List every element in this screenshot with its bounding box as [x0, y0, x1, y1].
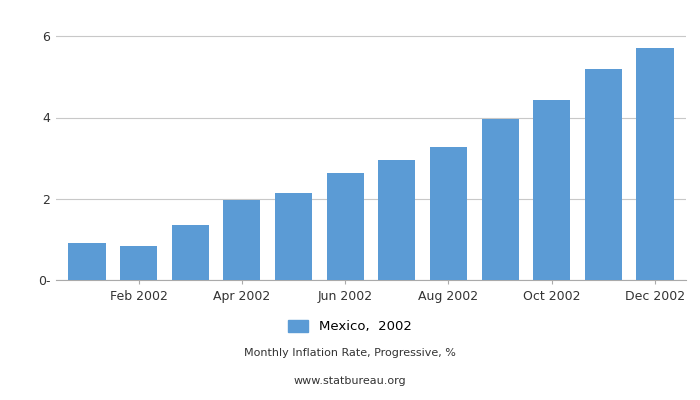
Bar — [584, 69, 622, 280]
Text: www.statbureau.org: www.statbureau.org — [294, 376, 406, 386]
Bar — [533, 100, 570, 280]
Bar — [636, 48, 673, 280]
Bar — [430, 147, 467, 280]
Bar — [69, 244, 106, 280]
Bar — [378, 160, 415, 280]
Bar — [172, 225, 209, 280]
Bar — [482, 119, 519, 280]
Bar — [120, 246, 158, 280]
Bar — [223, 200, 260, 280]
Bar — [275, 193, 312, 280]
Text: Monthly Inflation Rate, Progressive, %: Monthly Inflation Rate, Progressive, % — [244, 348, 456, 358]
Legend: Mexico,  2002: Mexico, 2002 — [283, 314, 417, 338]
Bar — [327, 173, 364, 280]
